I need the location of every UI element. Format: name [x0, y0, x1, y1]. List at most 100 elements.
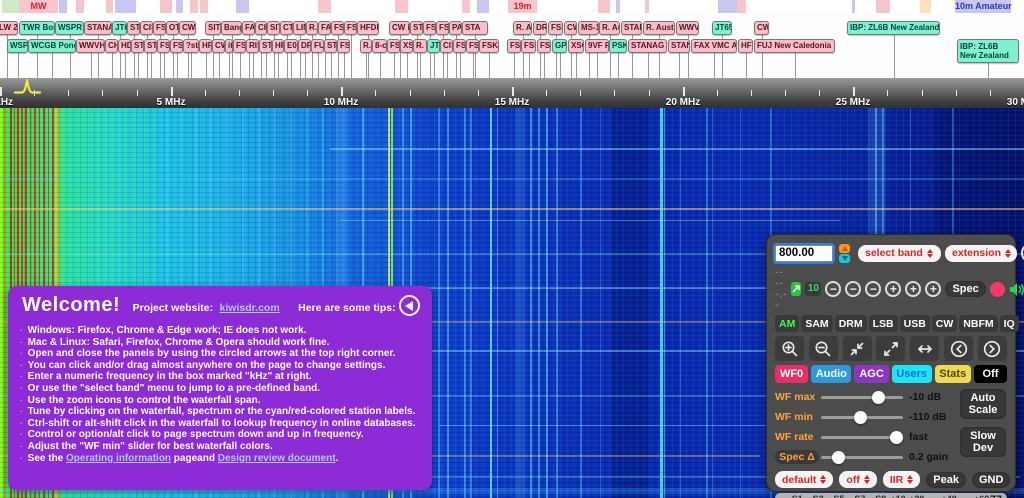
- band-segment[interactable]: [236, 0, 249, 13]
- band-segment[interactable]: [106, 0, 113, 13]
- station-label[interactable]: STANA: [668, 39, 690, 53]
- mode-button-nbfm[interactable]: NBFM: [959, 315, 998, 332]
- band-segment[interactable]: [462, 0, 470, 13]
- station-label[interactable]: ST.: [144, 39, 157, 53]
- tip-link[interactable]: Design review document: [217, 452, 336, 464]
- station-label[interactable]: FSK: [548, 21, 563, 35]
- minus-icon[interactable]: −: [865, 281, 882, 297]
- station-label[interactable]: WSP: [7, 39, 28, 53]
- station-label[interactable]: STAN: [621, 21, 642, 35]
- peak-button[interactable]: Peak: [926, 471, 966, 488]
- slider-thumb[interactable]: [889, 430, 903, 444]
- speaker-icon[interactable]: [1009, 282, 1024, 297]
- mode-button-lsb[interactable]: LSB: [868, 315, 898, 332]
- zoom-in-icon[interactable]: [775, 336, 804, 361]
- station-label[interactable]: RIS: [246, 39, 259, 53]
- freq-down-icon[interactable]: [839, 253, 850, 263]
- mode-button-drm[interactable]: DRM: [834, 315, 867, 332]
- band-segment[interactable]: [852, 0, 855, 13]
- station-label[interactable]: IBP: ZL6B New Zealand: [847, 21, 940, 35]
- frequency-scale[interactable]: 0 kHz 5 MHz 10 MHz 15 MHz 20 MHz 25 MHz 30 MHz: [0, 78, 1024, 108]
- shift-freq-icon[interactable]: [910, 336, 940, 361]
- station-label[interactable]: LW 2: [0, 21, 18, 35]
- station-label[interactable]: MS-1: [578, 21, 599, 35]
- minus-icon[interactable]: −: [845, 281, 862, 297]
- station-label[interactable]: FSK: [436, 21, 449, 35]
- slider-track[interactable]: [821, 450, 903, 464]
- panel-tab-audio[interactable]: Audio: [811, 365, 852, 383]
- station-label[interactable]: FAX VMC AU: [691, 39, 737, 53]
- station-label[interactable]: STANA: [84, 21, 112, 35]
- station-label[interactable]: FSK: [337, 39, 350, 53]
- station-label[interactable]: FSK: [153, 21, 166, 35]
- station-label[interactable]: STA: [324, 39, 337, 53]
- mode-button-sam[interactable]: SAM: [801, 315, 833, 332]
- station-label[interactable]: R. A: [513, 21, 532, 35]
- station-label[interactable]: CIS: [440, 39, 453, 53]
- band-segment[interactable]: [737, 0, 746, 13]
- band-segment[interactable]: [318, 0, 331, 13]
- band-segment[interactable]: [718, 0, 737, 13]
- collapse-panel-icon[interactable]: [399, 295, 420, 316]
- station-label[interactable]: 9VF F: [585, 39, 609, 53]
- station-label[interactable]: FAX: [242, 21, 255, 35]
- station-label[interactable]: STA: [259, 39, 272, 53]
- band-segment-mw[interactable]: MW: [19, 0, 58, 13]
- slider-thumb[interactable]: [832, 450, 846, 464]
- plus-icon[interactable]: +: [905, 281, 922, 297]
- station-label[interactable]: CHU: [105, 39, 118, 53]
- station-label[interactable]: LIN: [293, 21, 306, 35]
- station-label[interactable]: JT6: [112, 21, 127, 35]
- station-label[interactable]: HFDL: [357, 21, 379, 35]
- station-label[interactable]: OTH: [166, 21, 179, 35]
- station-label[interactable]: STANAG 4: [628, 39, 667, 53]
- station-label[interactable]: CIS: [140, 21, 153, 35]
- station-label[interactable]: STA: [127, 21, 140, 35]
- station-label[interactable]: FUC: [311, 39, 324, 53]
- station-label[interactable]: HD2: [118, 39, 131, 53]
- station-label[interactable]: PSK: [609, 39, 627, 53]
- mode-button-cw[interactable]: CW: [931, 315, 958, 332]
- band-segment[interactable]: [876, 0, 890, 13]
- website-link[interactable]: kiwisdr.com: [219, 302, 280, 314]
- station-label[interactable]: STA: [131, 39, 144, 53]
- aperture-select[interactable]: off: [839, 471, 877, 488]
- panel-tab-wf0[interactable]: WF0: [775, 365, 809, 383]
- slider-label-spec-[interactable]: Spec Δ: [775, 450, 819, 464]
- panel-tab-agc[interactable]: AGC: [854, 365, 889, 383]
- station-label[interactable]: FSK: [521, 39, 536, 53]
- band-segment-10m-amateur[interactable]: 10m Amateur: [955, 0, 1012, 13]
- station-label[interactable]: FSK: [387, 39, 400, 53]
- station-label[interactable]: FUJ New Caledonia: [754, 39, 835, 53]
- station-label[interactable]: R.: [306, 21, 318, 35]
- band-segment[interactable]: [59, 0, 67, 13]
- band-segment[interactable]: [395, 0, 408, 13]
- station-label[interactable]: CTA: [280, 21, 293, 35]
- band-segment[interactable]: [160, 0, 172, 13]
- station-label[interactable]: R. Au: [599, 21, 620, 35]
- station-label[interactable]: R.: [360, 39, 372, 53]
- station-label[interactable]: FSI: [537, 39, 551, 53]
- station-label[interactable]: FSK: [507, 39, 521, 53]
- mode-button-usb[interactable]: USB: [899, 315, 930, 332]
- zoom-band-icon[interactable]: [791, 282, 802, 296]
- band-segment[interactable]: [645, 0, 649, 13]
- slider-track[interactable]: [821, 390, 903, 404]
- record-icon[interactable]: [989, 281, 1005, 297]
- station-label[interactable]: FSK: [157, 39, 170, 53]
- station-label[interactable]: ?stn: [183, 39, 199, 53]
- panel-tab-stats[interactable]: Stats: [934, 365, 971, 383]
- station-label[interactable]: HF: [272, 39, 284, 53]
- zoom-to-band-icon[interactable]: [842, 336, 872, 361]
- band-segment[interactable]: [477, 0, 489, 13]
- plus-icon[interactable]: +: [885, 281, 902, 297]
- station-label[interactable]: FSK: [233, 39, 246, 53]
- station-label[interactable]: JT65: [712, 21, 732, 35]
- zoom-out-icon[interactable]: [808, 336, 838, 361]
- station-label[interactable]: DR: [533, 21, 547, 35]
- station-label[interactable]: CH: [255, 21, 267, 35]
- station-label[interactable]: CW: [754, 21, 769, 35]
- station-label[interactable]: WWV: [676, 21, 699, 35]
- station-label[interactable]: FAX: [318, 21, 331, 35]
- station-label[interactable]: JT6: [427, 39, 440, 53]
